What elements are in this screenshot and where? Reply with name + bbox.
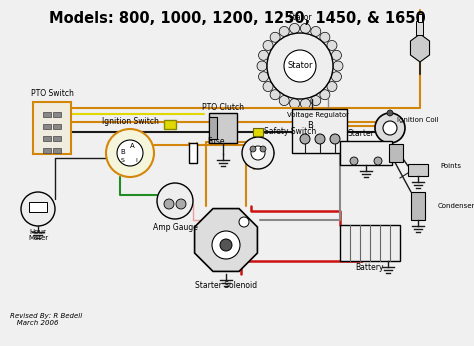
Circle shape — [311, 95, 321, 106]
Bar — [43, 147, 51, 153]
Circle shape — [331, 50, 341, 60]
Text: Amp Gauge: Amp Gauge — [153, 224, 198, 233]
Circle shape — [250, 146, 256, 152]
Text: B: B — [307, 120, 313, 129]
Circle shape — [157, 183, 193, 219]
Circle shape — [106, 129, 154, 177]
Circle shape — [284, 50, 316, 82]
Bar — [340, 141, 392, 165]
Bar — [209, 113, 237, 143]
Bar — [209, 117, 217, 139]
Bar — [53, 136, 61, 140]
Circle shape — [257, 61, 267, 71]
Circle shape — [374, 157, 382, 165]
Circle shape — [212, 231, 240, 259]
Circle shape — [320, 32, 330, 42]
Bar — [417, 21, 423, 35]
Text: Starter: Starter — [347, 129, 374, 138]
Polygon shape — [410, 34, 429, 62]
Bar — [418, 14, 422, 22]
Circle shape — [279, 26, 289, 36]
Text: Revised By: R Bedell
   March 2006: Revised By: R Bedell March 2006 — [10, 313, 82, 326]
Bar — [389, 144, 403, 162]
Text: Stator: Stator — [287, 62, 313, 71]
Text: Stator: Stator — [288, 13, 312, 22]
Bar — [411, 192, 425, 220]
Text: PTO Clutch: PTO Clutch — [202, 103, 244, 112]
Text: Fuse: Fuse — [207, 137, 225, 146]
Circle shape — [267, 33, 333, 99]
Text: PTO Switch: PTO Switch — [30, 90, 73, 99]
Bar — [53, 111, 61, 117]
Circle shape — [290, 24, 300, 33]
Bar — [408, 164, 428, 176]
Bar — [43, 124, 51, 128]
Bar — [43, 111, 51, 117]
Circle shape — [300, 134, 310, 144]
Bar — [33, 102, 71, 154]
Bar — [340, 225, 400, 261]
Text: Models: 800, 1000, 1200, 1250, 1450, & 1650: Models: 800, 1000, 1200, 1250, 1450, & 1… — [49, 11, 425, 26]
Circle shape — [383, 121, 397, 135]
Bar — [53, 147, 61, 153]
Circle shape — [263, 82, 273, 92]
Text: Ignition Switch: Ignition Switch — [101, 117, 158, 126]
Circle shape — [330, 134, 340, 144]
Bar — [253, 128, 263, 136]
Text: Ignition Coil: Ignition Coil — [397, 117, 439, 123]
Bar — [189, 143, 197, 163]
Circle shape — [311, 26, 321, 36]
Circle shape — [279, 95, 289, 106]
Circle shape — [327, 82, 337, 92]
Circle shape — [220, 239, 232, 251]
Polygon shape — [195, 209, 257, 271]
Bar — [43, 136, 51, 140]
Circle shape — [270, 90, 280, 100]
Circle shape — [260, 146, 266, 152]
Circle shape — [301, 24, 310, 33]
Text: S: S — [121, 158, 125, 164]
Bar — [53, 124, 61, 128]
Circle shape — [164, 199, 174, 209]
Text: Starter Solenoid: Starter Solenoid — [195, 282, 257, 291]
Circle shape — [315, 134, 325, 144]
Bar — [292, 109, 347, 153]
Circle shape — [21, 192, 55, 226]
Text: Hour
Meter: Hour Meter — [28, 228, 48, 242]
Text: Points: Points — [440, 163, 461, 169]
Circle shape — [331, 72, 341, 82]
Circle shape — [242, 137, 274, 169]
Circle shape — [258, 50, 269, 60]
Text: Voltage Regulator: Voltage Regulator — [287, 112, 349, 118]
Text: A: A — [129, 143, 134, 149]
Circle shape — [333, 61, 343, 71]
Bar — [164, 119, 176, 128]
Text: I: I — [135, 158, 137, 164]
Circle shape — [301, 99, 310, 109]
Text: B: B — [120, 149, 126, 155]
Circle shape — [258, 72, 269, 82]
Text: Condenser: Condenser — [438, 203, 474, 209]
Circle shape — [176, 199, 186, 209]
Circle shape — [387, 110, 393, 116]
Circle shape — [117, 140, 143, 166]
Circle shape — [263, 40, 273, 51]
Circle shape — [327, 40, 337, 51]
Circle shape — [290, 99, 300, 109]
Circle shape — [239, 217, 249, 227]
Bar — [29, 202, 47, 212]
Circle shape — [375, 113, 405, 143]
Text: Safety Switch: Safety Switch — [264, 127, 316, 136]
Circle shape — [251, 146, 265, 160]
Circle shape — [270, 32, 280, 42]
Circle shape — [350, 157, 358, 165]
Circle shape — [320, 90, 330, 100]
Text: Battery: Battery — [356, 263, 384, 272]
